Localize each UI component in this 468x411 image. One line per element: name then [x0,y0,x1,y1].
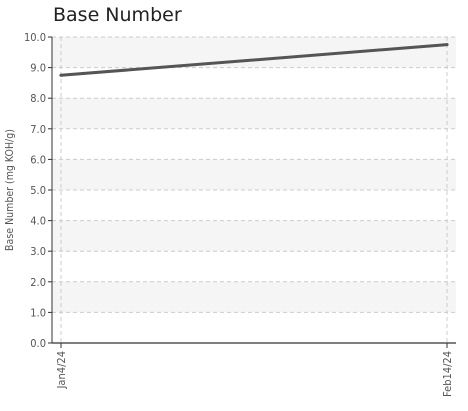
plot-band [52,159,456,190]
plot-band [52,220,456,252]
series-lines [59,43,449,77]
data-point [59,73,63,77]
y-tick-label: 4.0 [30,215,46,228]
y-tick-label: 10.0 [24,31,46,44]
series-line [59,43,449,77]
plot-band [52,281,456,313]
x-tick-label: Jan4/24 [55,351,68,389]
y-tick-label: 8.0 [30,92,46,105]
y-tick-label: 7.0 [30,123,46,136]
y-axis-label: Base Number (mg KOH/g) [4,129,16,251]
plot-bands [52,37,456,313]
y-tick-label: 3.0 [30,245,46,258]
y-tick-label: 5.0 [30,184,46,197]
plot-band [52,37,456,68]
y-tick-labels: 0.0 1.0 2.0 3.0 4.0 5.0 6.0 7.0 8.0 9.0 10.0 [24,31,46,350]
chart-title: Base Number [53,4,182,26]
y-tick-label: 0.0 [30,337,46,350]
plot-band [52,98,456,129]
y-tick-label: 2.0 [30,276,46,289]
y-tick-label: 6.0 [30,153,46,166]
x-tick-labels: Jan4/24 Feb14/24 [55,351,454,397]
x-tick-label: Feb14/24 [441,351,454,397]
axes [48,36,456,348]
y-tick-label: 9.0 [30,62,46,75]
data-point [445,43,449,47]
grid-lines [52,36,456,343]
y-tick-label: 1.0 [30,306,46,319]
